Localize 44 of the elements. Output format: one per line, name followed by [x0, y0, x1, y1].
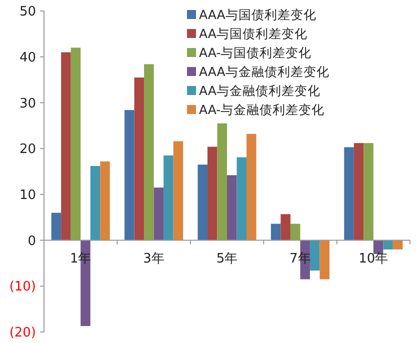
- bar: [364, 143, 374, 240]
- bar: [344, 147, 354, 240]
- legend-label: AAA与国债利差变化: [199, 6, 316, 22]
- bar: [383, 240, 393, 250]
- y-tick-label: (10): [9, 280, 36, 295]
- bar: [134, 77, 144, 240]
- bar: [70, 48, 81, 240]
- legend-label: AA-与国债利差变化: [199, 44, 312, 60]
- bar: [51, 212, 62, 240]
- bar: [227, 175, 237, 240]
- y-tick-label: 40: [19, 50, 36, 66]
- bar: [310, 240, 320, 271]
- bar: [217, 123, 227, 240]
- legend-label: AA与国债利差变化: [199, 26, 308, 41]
- bar: [246, 134, 256, 240]
- y-tick-label: 10: [19, 188, 36, 203]
- y-tick-label: 30: [19, 96, 36, 112]
- bar: [290, 224, 300, 240]
- bar: [198, 164, 208, 240]
- x-tick-label: 5年: [216, 251, 238, 266]
- bar: [236, 157, 247, 240]
- bar: [207, 146, 218, 240]
- bar: [270, 224, 281, 240]
- bar: [392, 240, 403, 250]
- y-tick-label: (20): [9, 326, 36, 341]
- bar: [100, 161, 110, 240]
- bar: [61, 52, 71, 240]
- bar: [144, 64, 154, 240]
- bar: [173, 141, 184, 240]
- y-tick-label: 0: [28, 234, 36, 249]
- bar: [280, 214, 290, 240]
- bar: [154, 188, 164, 240]
- legend-label: AA与金融债利差变化: [199, 82, 320, 98]
- legend-label: AA-与金融债利差变化: [199, 102, 325, 117]
- bar: [320, 240, 330, 280]
- y-tick-label: 50: [19, 4, 36, 20]
- y-tick-label: 20: [19, 142, 36, 158]
- bar: [124, 110, 134, 240]
- bar: [90, 166, 100, 240]
- legend-label: AAA与金融债利差变化: [199, 64, 330, 79]
- x-tick-label: 10年: [358, 251, 388, 266]
- x-tick-label: 3年: [143, 251, 164, 266]
- bar: [164, 155, 174, 240]
- bar: [354, 143, 364, 240]
